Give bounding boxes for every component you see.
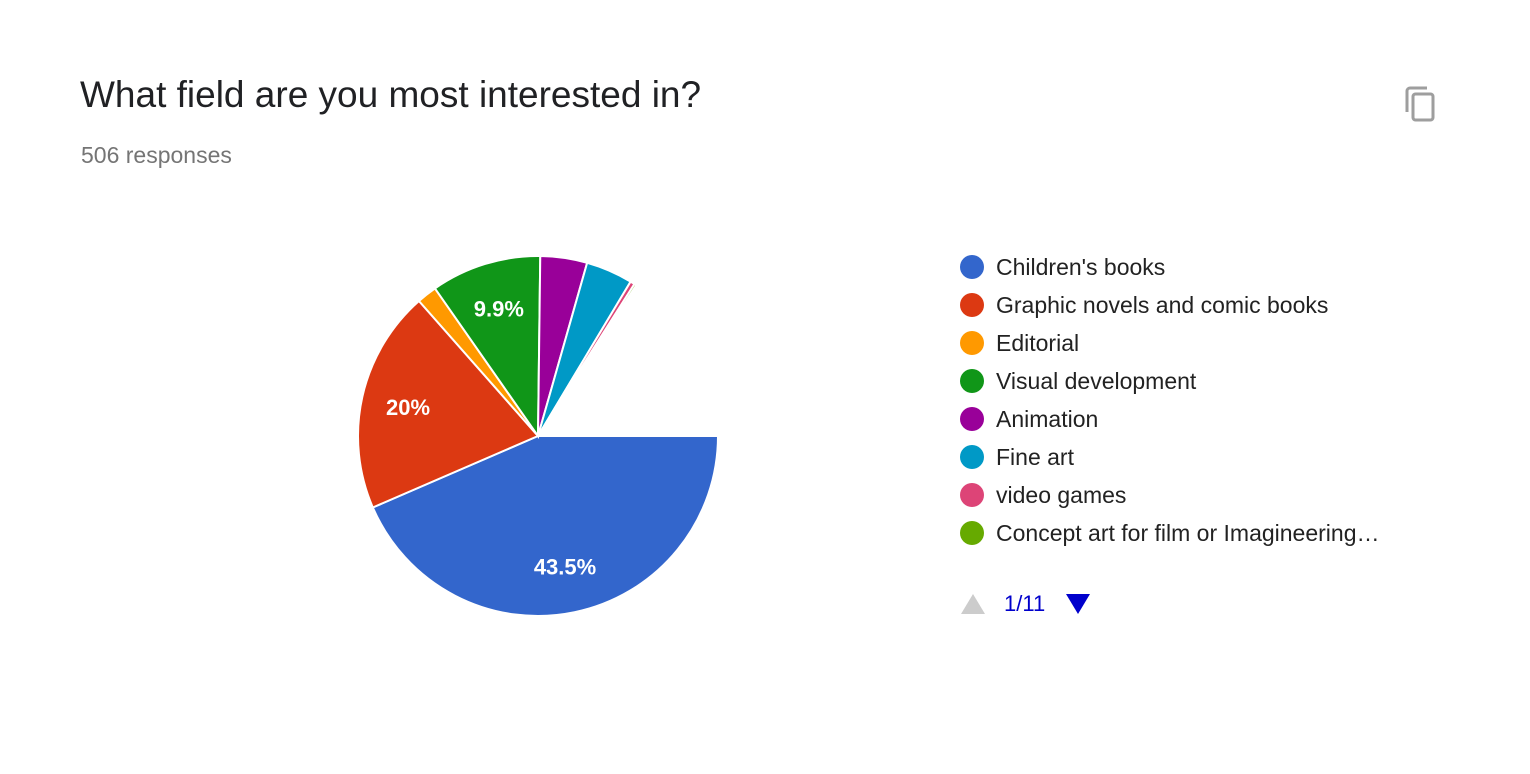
legend-item-children-s-books: Children's books bbox=[960, 248, 1380, 286]
slice-data-label-graphic-novels-and-comic-books: 20% bbox=[386, 395, 430, 420]
triangle-up-icon bbox=[961, 594, 985, 614]
legend-item-fine-art: Fine art bbox=[960, 438, 1380, 476]
slice-data-label-visual-development: 9.9% bbox=[474, 297, 524, 322]
legend-swatch bbox=[960, 407, 984, 431]
pie-slice-children-s-books bbox=[371, 435, 720, 617]
legend-label: Concept art for film or Imagineering… bbox=[996, 519, 1380, 546]
legend-item-editorial: Editorial bbox=[960, 324, 1380, 362]
legend-label: Editorial bbox=[996, 329, 1080, 356]
legend-item-concept-art-for-film-or-imagineering: Concept art for film or Imagineering… bbox=[960, 514, 1380, 552]
pie-slice-graphic-novels-and-comic-books bbox=[357, 299, 540, 509]
legend-swatch bbox=[960, 331, 984, 355]
slice-data-label-children-s-books: 43.5% bbox=[534, 554, 596, 579]
question-title: What field are you most interested in? bbox=[80, 74, 702, 115]
legend-label: Animation bbox=[996, 405, 1099, 432]
copy-chart-button[interactable] bbox=[1398, 80, 1446, 128]
legend-pager: 1/11 bbox=[960, 588, 1091, 620]
legend-item-animation: Animation bbox=[960, 400, 1380, 438]
legend-swatch bbox=[960, 483, 984, 507]
legend-label: Fine art bbox=[996, 443, 1074, 470]
legend-label: Visual development bbox=[996, 367, 1197, 394]
legend-swatch bbox=[960, 521, 984, 545]
pie-slice-remainder bbox=[536, 283, 720, 437]
legend-label: Children's books bbox=[996, 253, 1166, 280]
legend-swatch bbox=[960, 293, 984, 317]
pie-slice-visual-development bbox=[433, 255, 542, 440]
copy-icon bbox=[1405, 86, 1435, 122]
legend-label: video games bbox=[996, 481, 1127, 508]
legend-label: Graphic novels and comic books bbox=[996, 291, 1329, 318]
legend-next-button[interactable] bbox=[1065, 592, 1091, 616]
legend-item-graphic-novels-and-comic-books: Graphic novels and comic books bbox=[960, 286, 1380, 324]
legend-swatch bbox=[960, 255, 984, 279]
triangle-down-icon bbox=[1066, 594, 1091, 614]
legend-item-visual-development: Visual development bbox=[960, 362, 1380, 400]
legend-item-video-games: video games bbox=[960, 476, 1380, 514]
legend-prev-button[interactable] bbox=[960, 592, 986, 616]
legend-swatch bbox=[960, 445, 984, 469]
legend-swatch bbox=[960, 369, 984, 393]
response-count: 506 responses bbox=[81, 142, 232, 168]
chart-legend: Children's books Graphic novels and comic… bbox=[960, 248, 1380, 552]
legend-page-indicator: 1/11 bbox=[1004, 591, 1046, 616]
